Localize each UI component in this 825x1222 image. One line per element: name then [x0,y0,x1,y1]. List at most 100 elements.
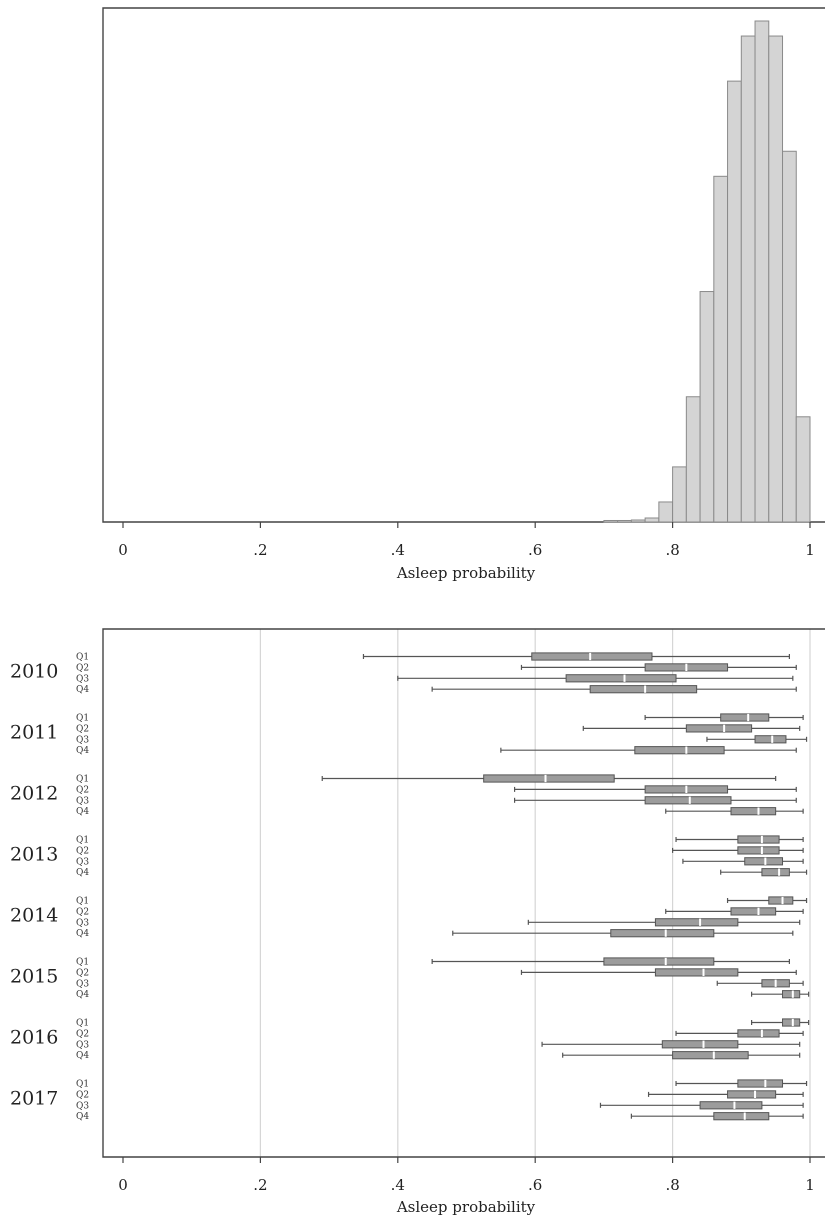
quarter-label: Q4 [76,807,89,817]
quarter-label: Q2 [76,663,89,673]
year-label: 2010 [10,660,58,682]
boxplot-x-tick-label: .2 [253,1176,267,1194]
histogram-bar [603,519,619,523]
year-label: 2013 [10,843,58,865]
histogram-bar [713,175,729,523]
histogram-bar [685,396,701,523]
histogram-x-tick-label: .6 [528,541,542,559]
box-iqr [727,1090,777,1099]
boxplot-x-tick-label: .6 [528,1176,542,1194]
histogram-bar [782,150,797,523]
quarter-label: Q4 [76,1051,89,1061]
quarter-label: Q4 [76,746,89,756]
quarter-label: Q1 [76,714,89,724]
box-iqr [737,1079,784,1088]
histogram-x-tick-label: .4 [391,541,405,559]
box-iqr [782,990,801,999]
box-iqr [754,735,787,744]
quarter-label: Q2 [76,1029,89,1039]
year-label: 2011 [10,721,58,743]
box-iqr [610,929,715,938]
histogram-bar [699,291,715,523]
quarter-label: Q1 [76,836,89,846]
box-iqr [589,685,698,694]
histogram-frame [102,7,825,523]
quarter-label: Q2 [76,1090,89,1100]
year-label: 2016 [10,1026,58,1048]
box-iqr [644,796,732,805]
histogram-bar [727,80,742,523]
box-iqr [634,746,725,755]
year-label: 2017 [10,1087,58,1109]
quarter-label: Q3 [76,857,89,867]
quarter-label: Q1 [76,653,89,663]
box-iqr [744,857,784,866]
quarter-label: Q3 [76,918,89,928]
quarter-label: Q1 [76,1080,89,1090]
year-label: 2012 [10,782,58,804]
box-iqr [761,868,790,877]
quarter-label: Q2 [76,846,89,856]
quarter-label: Q3 [76,1040,89,1050]
quarter-label: Q4 [76,685,89,695]
box-iqr [483,774,615,783]
box-iqr [713,1112,770,1121]
quarter-label: Q2 [76,968,89,978]
histogram-bar [740,35,756,523]
quarter-label: Q1 [76,958,89,968]
box-iqr [565,674,677,683]
box-iqr [699,1101,763,1110]
histogram-x-tick-label: .2 [253,541,267,559]
box-iqr [720,713,770,722]
boxplot-x-tick-label: .4 [391,1176,405,1194]
quarter-label: Q1 [76,775,89,785]
box-iqr [603,957,715,966]
quarter-label: Q4 [76,868,89,878]
box-iqr [685,724,753,733]
boxplot-x-tick-label: 1 [805,1176,815,1194]
histogram-bar [795,416,811,523]
boxplot-x-tick-label: 0 [118,1176,128,1194]
histogram-bar [644,517,660,523]
boxplot-panel: 2010Q1Q2Q3Q42011Q1Q2Q3Q42012Q1Q2Q3Q42013… [10,628,825,1216]
histogram-bar [768,35,784,523]
quarter-label: Q2 [76,907,89,917]
box-iqr [661,1040,739,1049]
boxplot-frame [102,628,825,1158]
histogram-bar [630,519,646,523]
year-label: 2015 [10,965,58,987]
box-iqr [782,1018,801,1027]
histogram-x-tick-label: 1 [805,541,815,559]
quarter-label: Q2 [76,785,89,795]
box-iqr [730,907,777,916]
box-iqr [737,835,780,844]
box-iqr [654,918,739,927]
boxplot-x-axis-title: Asleep probability [396,1198,536,1216]
histogram-bar [754,20,770,523]
year-label: 2014 [10,904,58,926]
quarter-label: Q3 [76,735,89,745]
histogram-panel: 0 .2 .4 .6 .8 1 Asleep probability [102,7,825,582]
histogram-bar [617,519,632,523]
quarter-label: Q4 [76,990,89,1000]
box-iqr [737,846,780,855]
box-iqr [730,807,777,816]
quarter-label: Q1 [76,897,89,907]
histogram-x-tick-label: 0 [118,541,128,559]
box-iqr [672,1051,749,1060]
box-iqr [531,652,653,661]
quarter-label: Q4 [76,1112,89,1122]
histogram-x-axis-title: Asleep probability [396,564,536,582]
box-iqr [654,968,739,977]
histogram-bar [672,466,687,523]
quarter-label: Q3 [76,674,89,684]
quarter-label: Q1 [76,1019,89,1029]
histogram-bar [658,501,674,523]
histogram-x-tick-label: .8 [665,541,679,559]
quarter-label: Q2 [76,724,89,734]
quarter-label: Q3 [76,979,89,989]
box-iqr [737,1029,780,1038]
box-iqr [768,896,794,905]
boxplot-x-tick-label: .8 [665,1176,679,1194]
